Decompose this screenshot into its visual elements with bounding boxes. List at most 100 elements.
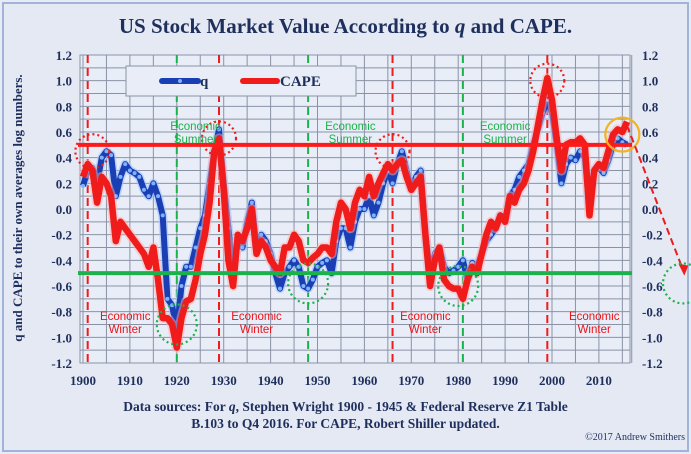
series-q-point <box>259 232 264 237</box>
source-text-b: , Stephen Wright 1900 - 1945 & Federal R… <box>235 399 568 414</box>
y-tick-label-left: -1.0 <box>51 330 72 345</box>
y-tick-label-right: 0.4 <box>642 151 659 166</box>
projection-target-circle <box>661 262 691 305</box>
y-tick-label-left: -0.2 <box>51 228 72 243</box>
series-q-point <box>137 174 142 179</box>
series-q-point <box>287 264 292 269</box>
y-tick-label-left: -1.2 <box>51 356 72 371</box>
y-tick-label-left: 0.6 <box>56 125 73 140</box>
copyright: ©2017 Andrew Smithers <box>585 432 685 443</box>
x-tick-label: 1910 <box>117 373 143 388</box>
y-tick-label-right: 1.2 <box>642 48 658 63</box>
series-cape-line <box>79 74 630 351</box>
x-tick-label: 1950 <box>305 373 331 388</box>
series-q-point <box>324 258 329 263</box>
series-q-point <box>141 187 146 192</box>
legend-cape-label: CAPE <box>280 74 321 90</box>
y-tick-label-right: 0.8 <box>642 99 659 114</box>
series-q-point <box>301 284 306 288</box>
y-tick-label-right: -1.2 <box>642 356 663 371</box>
series-q-point <box>81 183 85 188</box>
y-tick-label-right: -1.0 <box>642 330 663 345</box>
source-text-q: q <box>228 399 236 414</box>
series-q-point <box>418 168 423 173</box>
series-q-point <box>99 155 104 160</box>
peak-circle <box>74 133 111 170</box>
series-q-point <box>376 200 381 205</box>
current-value-circle <box>604 116 641 153</box>
y-tick-label-right: -0.6 <box>642 279 663 294</box>
series-q-point <box>460 258 465 263</box>
y-tick-label-left: 0.8 <box>56 99 73 114</box>
economic-winter-label: Economic Winter <box>231 310 282 336</box>
x-tick-label: 1920 <box>164 373 190 388</box>
source-text-a: Data sources: For <box>123 399 229 414</box>
series-q-point <box>399 149 404 154</box>
series-q-point <box>104 149 109 154</box>
series-q-point <box>456 264 461 269</box>
x-tick-label: 1900 <box>70 373 96 388</box>
x-tick-label: 2010 <box>586 373 612 388</box>
y-tick-label-right: -0.8 <box>642 305 663 320</box>
chart-title: US Stock Market Value According to q and… <box>0 14 691 39</box>
series-q-point <box>296 264 301 269</box>
series-q-point <box>146 194 151 199</box>
economic-winter-label: Economic Winter <box>400 310 451 336</box>
series-q-point <box>123 162 128 167</box>
series-q-point <box>170 303 175 308</box>
series-q-point <box>188 264 193 269</box>
y-tick-label-right: -0.4 <box>642 253 663 268</box>
series-q-point <box>109 153 114 158</box>
series-q-point <box>573 158 578 163</box>
y-tick-label-left: -0.6 <box>51 279 72 294</box>
title-text-q: q <box>454 14 466 38</box>
y-tick-label-left: 1.2 <box>56 48 72 63</box>
series-q-point <box>559 181 564 186</box>
trough-circle <box>437 264 480 308</box>
series-q-point <box>277 286 282 291</box>
series-q-point <box>568 155 573 160</box>
economic-winter-label: Economic Winter <box>99 310 151 336</box>
series-q-point <box>306 286 311 291</box>
series-q-point <box>315 264 320 269</box>
series-q-point <box>362 207 367 211</box>
projection-arrow-line <box>626 125 685 271</box>
y-tick-label-right: 1.0 <box>642 74 658 89</box>
series-q-point <box>118 174 123 179</box>
series-q-point <box>217 127 222 132</box>
y-tick-label-left: 0.2 <box>56 176 72 191</box>
title-text-1: US Stock Market Value According to <box>118 14 455 38</box>
series-q-point <box>292 258 297 263</box>
y-tick-label-right: -0.2 <box>642 228 663 243</box>
legend-q-marker <box>178 79 182 83</box>
x-tick-label: 1990 <box>492 373 518 388</box>
title-text-2: and CAPE. <box>465 14 573 38</box>
economic-summer-label: Economic Summer <box>170 120 221 146</box>
series-q-point <box>184 264 189 269</box>
x-tick-label: 1970 <box>398 373 424 388</box>
x-tick-label: 2000 <box>539 373 565 388</box>
x-tick-label: 1980 <box>445 373 471 388</box>
projection-arrowhead <box>678 263 689 276</box>
x-tick-label: 1930 <box>211 373 237 388</box>
y-tick-label-left: 0.4 <box>56 151 73 166</box>
source-text-line2: B.103 to Q4 2016. For CAPE, Robert Shill… <box>191 416 500 431</box>
series-q-point <box>179 284 184 288</box>
x-tick-label: 1940 <box>258 373 284 388</box>
series-q-point <box>156 194 161 199</box>
legend-q-label: q <box>200 74 209 90</box>
y-tick-label-left: 1.0 <box>56 74 72 89</box>
y-tick-label-right: 0.0 <box>642 202 658 217</box>
series-q-point <box>320 260 325 265</box>
trough-circle <box>287 262 330 305</box>
economic-summer-label: Economic Summer <box>479 120 531 146</box>
series-q-point <box>160 213 165 218</box>
y-tick-label-right: 0.2 <box>642 176 658 191</box>
series-q-point <box>249 200 254 205</box>
series-q-point <box>132 171 137 176</box>
economic-winter-label: Economic Winter <box>568 310 620 336</box>
y-tick-label-left: 0.0 <box>56 202 72 217</box>
series-q-point <box>348 245 353 250</box>
y-tick-label-left: -0.8 <box>51 305 72 320</box>
series-q-point <box>371 213 376 218</box>
